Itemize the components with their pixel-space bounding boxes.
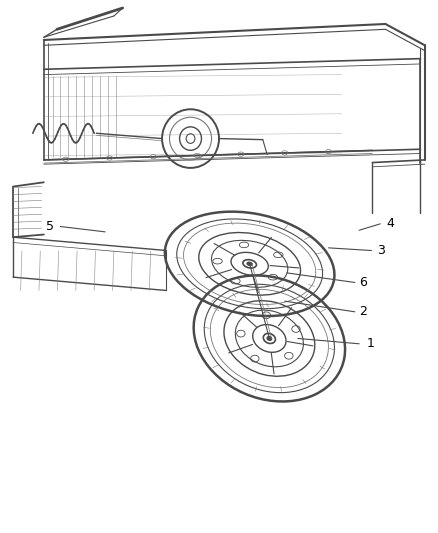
Ellipse shape — [247, 262, 252, 265]
Text: 4: 4 — [386, 217, 394, 230]
Text: 1: 1 — [366, 337, 374, 350]
Text: 2: 2 — [360, 305, 367, 318]
Text: 6: 6 — [360, 276, 367, 289]
Text: 3: 3 — [377, 244, 385, 257]
Text: 5: 5 — [46, 220, 54, 233]
Ellipse shape — [267, 336, 272, 341]
